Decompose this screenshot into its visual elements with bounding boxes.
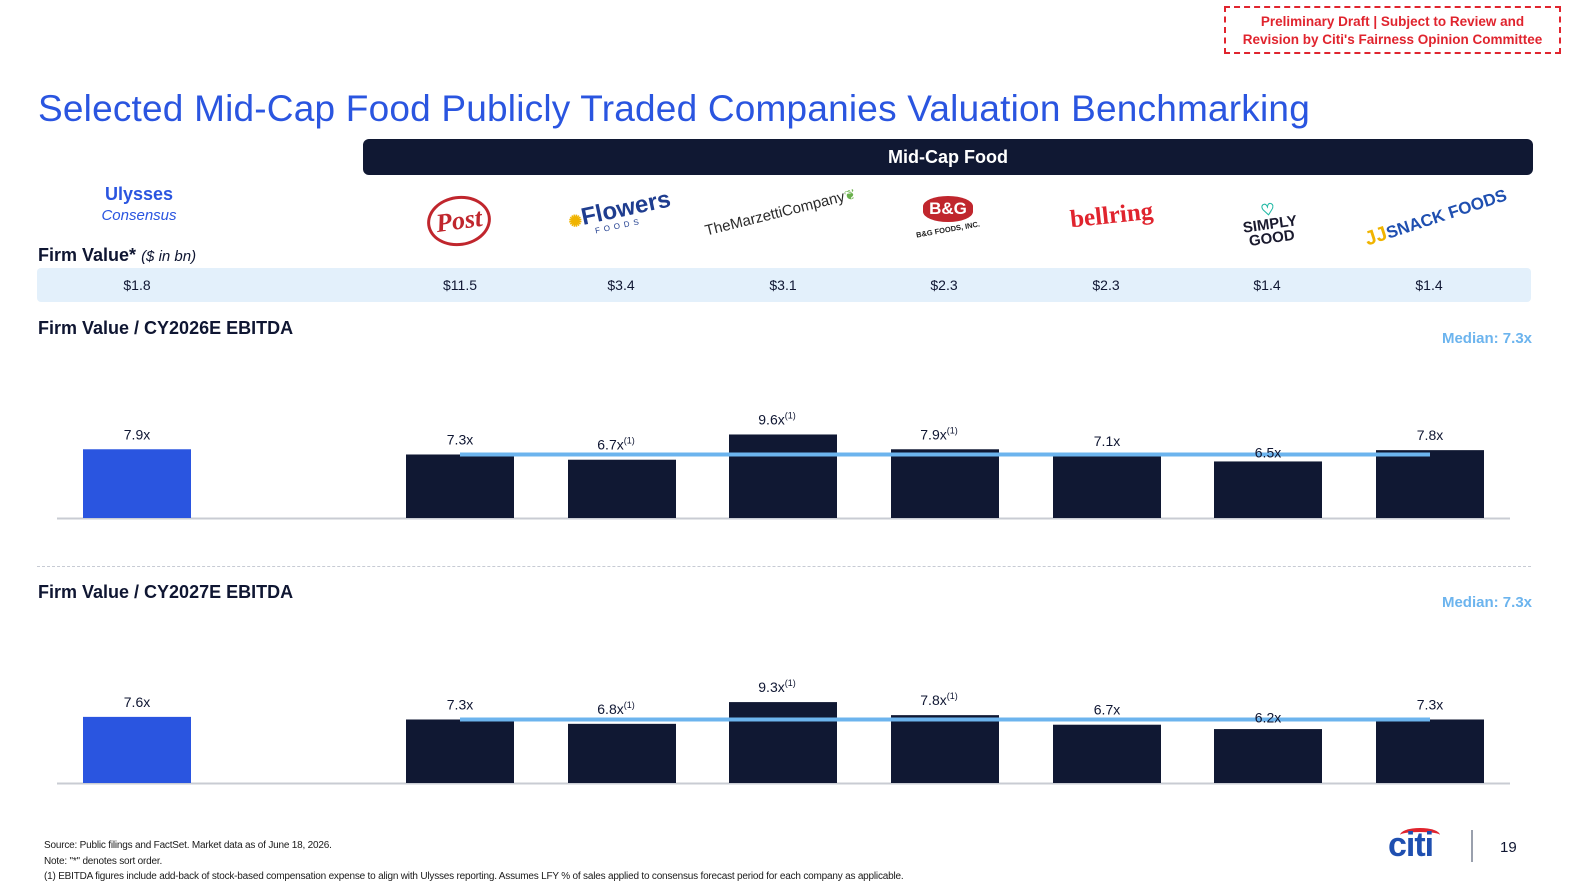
draft-notice: Preliminary Draft | Subject to Review an… [1224,6,1561,54]
bar-value-label: 7.6x [124,694,150,710]
bar-value-label: 7.3x [447,431,473,447]
bar-flowers [568,459,676,518]
median-label-cy2026: Median: 7.3x [1441,330,1532,347]
firm-value-cell: $11.5 [443,277,477,293]
firm-value-label-text: Firm Value* [38,245,137,265]
footnote-mark: (1) [785,410,796,420]
bar-marzetti [729,702,837,783]
bar-value-label: 7.9x [124,426,150,442]
firm-value-cell: $1.4 [1253,277,1281,293]
bar-post [406,454,514,518]
footnote-mark: (1) [785,678,796,688]
target-company-subtitle: Consensus [101,207,177,224]
median-label-cy2027: Median: 7.3x [1441,594,1532,611]
bar-post [406,719,514,783]
bar-bellring [1053,724,1161,783]
bar-flowers [568,723,676,783]
firm-value-cell: $1.4 [1415,277,1443,293]
firm-value-cell: $1.8 [123,277,151,293]
bar-value-label: 6.8x(1) [597,700,634,717]
footnote-source: Source: Public filings and FactSet. Mark… [44,840,332,851]
footer-divider [1471,830,1473,862]
chart-title-cy2027: Firm Value / CY2027E EBITDA [38,582,294,602]
draft-notice-line1: Preliminary Draft | Subject to Review an… [1260,14,1525,29]
page-title: Selected Mid-Cap Food Publicly Traded Co… [38,88,1310,129]
bar-j-j-snack-foods [1376,719,1484,783]
firm-value-cell: $2.3 [1092,277,1120,293]
footnote-mark: (1) [624,436,635,446]
bar-value-label: 7.8x [1417,427,1443,443]
footnote-1: (1) EBITDA figures include add-back of s… [44,871,904,882]
bar-ulysses [83,716,191,783]
bar-simply-good [1214,729,1322,783]
bar-value-label: 7.8x(1) [920,691,957,708]
bar-b-g [891,449,999,518]
footnote-mark: (1) [947,425,958,435]
bar-b-g [891,715,999,783]
bg-logo-mark: B&G [923,196,973,222]
firm-value-cell: $3.1 [769,277,797,293]
bar-value-label: 7.3x [1417,696,1443,712]
firm-value-cell: $3.4 [607,277,635,293]
bar-value-label: 7.3x [447,696,473,712]
bar-value-label: 9.3x(1) [758,678,795,695]
chart-title-cy2026: Firm Value / CY2026E EBITDA [38,318,294,338]
peer-group-header: Mid-Cap Food [363,139,1533,175]
page-number: 19 [1500,839,1517,856]
bar-value-label: 7.1x [1094,433,1120,449]
bar-value-label: 6.5x [1255,444,1281,460]
bar-value-label: 6.2x [1255,709,1281,725]
firm-value-cell: $2.3 [930,277,958,293]
footnotes: Source: Public filings and FactSet. Mark… [44,838,904,885]
bar-ulysses [83,449,191,518]
citi-logo-arc [1400,828,1440,842]
bg-foods-logo: B&G B&G FOODS, INC. [913,196,983,240]
draft-notice-line2: Revision by Citi's Fairness Opinion Comm… [1242,32,1543,47]
footnote-note: Note: "*" denotes sort order. [44,855,163,867]
section-divider [37,566,1531,567]
footnote-mark: (1) [947,691,958,701]
bar-value-label: 6.7x [1094,702,1120,718]
firm-value-row [37,268,1531,302]
bar-simply-good [1214,461,1322,518]
footnote-mark: (1) [624,700,635,710]
bar-bellring [1053,456,1161,518]
citi-logo: citi [1388,826,1434,864]
firm-value-unit: ($ in bn) [141,248,197,265]
bar-marzetti [729,434,837,518]
firm-value-label: Firm Value* ($ in bn) [38,245,196,266]
bar-j-j-snack-foods [1376,450,1484,518]
target-company-name: Ulysses [104,184,174,204]
